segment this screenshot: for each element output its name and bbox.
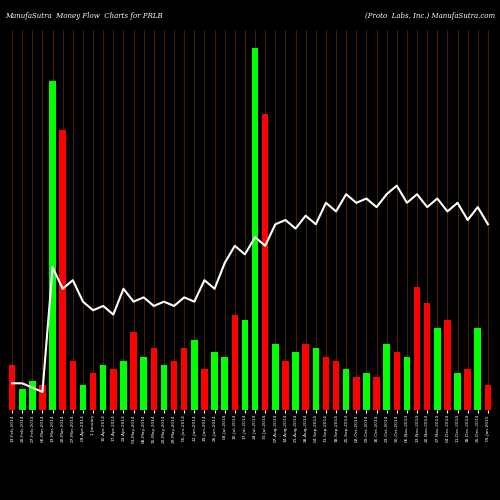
Text: (Proto  Labs, Inc.) ManufaSutra.com: (Proto Labs, Inc.) ManufaSutra.com	[365, 12, 495, 20]
Bar	[384, 344, 390, 410]
Bar	[90, 373, 96, 410]
Bar	[282, 360, 288, 410]
Bar	[140, 356, 147, 410]
Bar	[19, 390, 26, 410]
Bar	[232, 316, 238, 410]
Bar	[302, 344, 309, 410]
Bar	[39, 386, 46, 410]
Text: ManufaSutra  Money Flow  Charts for PRLB: ManufaSutra Money Flow Charts for PRLB	[5, 12, 162, 20]
Bar	[222, 356, 228, 410]
Bar	[70, 360, 76, 410]
Bar	[374, 377, 380, 410]
Bar	[272, 344, 278, 410]
Bar	[353, 377, 360, 410]
Bar	[60, 130, 66, 410]
Bar	[80, 386, 86, 410]
Bar	[424, 303, 430, 410]
Bar	[464, 369, 471, 410]
Bar	[404, 356, 410, 410]
Bar	[363, 373, 370, 410]
Bar	[262, 114, 268, 410]
Bar	[50, 81, 56, 410]
Bar	[120, 360, 126, 410]
Bar	[414, 286, 420, 410]
Bar	[484, 386, 491, 410]
Bar	[312, 348, 319, 410]
Bar	[130, 332, 137, 410]
Bar	[322, 356, 329, 410]
Bar	[100, 365, 106, 410]
Bar	[212, 352, 218, 410]
Bar	[110, 369, 116, 410]
Bar	[181, 348, 188, 410]
Bar	[191, 340, 198, 410]
Bar	[292, 352, 299, 410]
Bar	[444, 320, 450, 410]
Bar	[394, 352, 400, 410]
Bar	[474, 328, 481, 410]
Bar	[160, 365, 167, 410]
Bar	[434, 328, 440, 410]
Bar	[252, 48, 258, 410]
Bar	[9, 365, 16, 410]
Bar	[150, 348, 157, 410]
Bar	[201, 369, 207, 410]
Bar	[454, 373, 461, 410]
Bar	[343, 369, 349, 410]
Bar	[242, 320, 248, 410]
Bar	[29, 381, 35, 410]
Bar	[333, 360, 340, 410]
Bar	[171, 360, 177, 410]
